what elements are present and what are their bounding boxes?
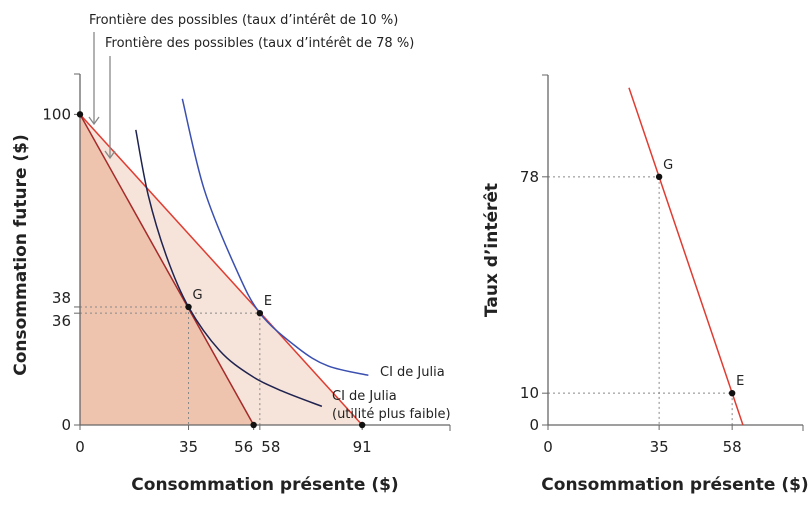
point-E xyxy=(728,389,736,397)
right-chart: 0 35 58 0 10 78 G E xyxy=(520,74,804,456)
y-tick-label: 0 xyxy=(61,416,71,434)
left-x-axis-title: Consommation présente ($) xyxy=(131,475,398,495)
point xyxy=(250,421,257,429)
series-line-0 xyxy=(79,113,363,426)
x-tick-label: 0 xyxy=(75,438,85,456)
y-tick-label: 10 xyxy=(520,384,539,402)
point-label-G: G xyxy=(663,158,673,173)
label-ci-julia-low: CI de Julia xyxy=(332,389,397,404)
point-label-E: E xyxy=(736,374,744,389)
label-ci-julia-low-sub: (utilité plus faible) xyxy=(332,407,451,422)
series-line-2 xyxy=(181,98,369,377)
y-tick-label: 78 xyxy=(520,168,539,186)
left-chart: 0 35 56 58 91 0 36 38 100 G E xyxy=(42,73,451,456)
point-label-E: E xyxy=(264,294,272,309)
y-tick-label: 100 xyxy=(42,105,71,123)
point-label-G: G xyxy=(193,288,203,303)
legend-frontier-78: Frontière des possibles (taux d’intérêt … xyxy=(105,36,414,51)
point-G xyxy=(655,173,663,181)
point xyxy=(76,111,84,118)
y-tick-label: 0 xyxy=(529,416,539,434)
arrow-head-icon xyxy=(88,116,100,126)
point xyxy=(358,421,366,429)
x-tick-label: 91 xyxy=(353,438,372,456)
series-line-1 xyxy=(79,114,255,426)
y-tick-label: 36 xyxy=(52,312,71,330)
label-ci-julia: CI de Julia xyxy=(380,365,445,380)
arrow-head-icon xyxy=(104,150,116,160)
legend-frontier-10: Frontière des possibles (taux d’intérêt … xyxy=(89,13,398,28)
point-E xyxy=(256,309,264,317)
right-x-axis-title: Consommation présente ($) xyxy=(541,475,808,495)
x-tick-label: 58 xyxy=(261,438,280,456)
x-tick-label: 58 xyxy=(723,438,742,456)
x-tick-label: 35 xyxy=(179,438,198,456)
left-y-axis-title: Consommation future ($) xyxy=(11,134,31,376)
x-tick-label: 56 xyxy=(234,438,253,456)
series-line-3 xyxy=(135,129,323,408)
point-G xyxy=(185,303,192,311)
x-tick-label: 35 xyxy=(650,438,669,456)
x-tick-label: 0 xyxy=(543,438,553,456)
right-y-axis-title: Taux d’intérêt xyxy=(482,183,502,317)
y-tick-label: 38 xyxy=(52,289,71,307)
series-line-0 xyxy=(628,87,744,426)
